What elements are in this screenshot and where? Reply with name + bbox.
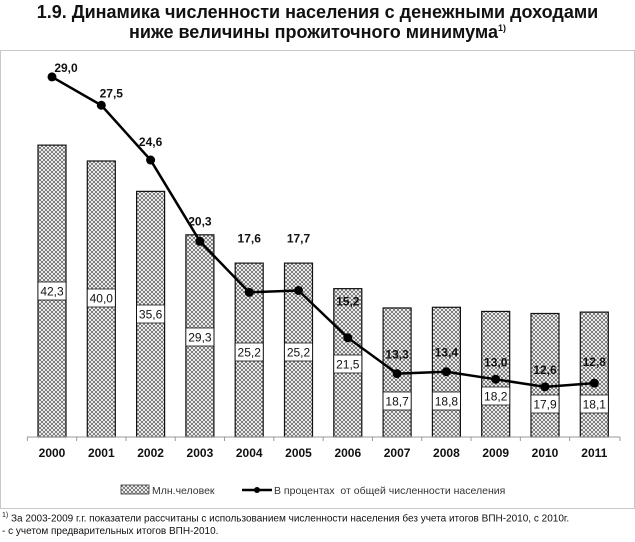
line-point-2010 (540, 382, 550, 392)
bar-value-box-2001 (86, 288, 116, 308)
bar-value-box-2008 (431, 391, 461, 411)
line-point-2011 (589, 378, 599, 388)
bar-value-box-2006 (333, 354, 363, 374)
line-value-label-2005: 17,7 (287, 231, 311, 245)
chart: 2000 2001 2002 2003 2004 2005 2006 2007 2008 2009… (26, 61, 621, 497)
footnote-line1: 1) За 2003-2009 г.г. показатели рассчита… (2, 512, 633, 524)
footnote-text: За 2003-2009 г.г. показатели рассчитаны … (8, 513, 570, 525)
line-point-2001 (96, 100, 106, 110)
bar-value-label-2000: 42,3 (40, 285, 64, 299)
title-text: ниже величины прожиточного минимума (129, 22, 498, 42)
line-point-2000 (47, 72, 57, 82)
bar-value-box-2009 (481, 386, 511, 406)
x-tick-label-2005: 2005 (285, 446, 312, 460)
legend-bar-label: Млн.человек (152, 485, 215, 497)
line-value-label-2003: 20,3 (188, 214, 212, 228)
x-tick-label-2000: 2000 (39, 446, 66, 460)
line-point-2008 (441, 367, 451, 377)
footnote-line2: - с учетом предварительных итогов ВПН-20… (2, 526, 219, 537)
chart-title-line2: ниже величины прожиточного минимума1) (0, 22, 635, 43)
bar-value-box-2005 (284, 342, 313, 362)
bar-value-label-2011: 18,1 (583, 398, 607, 412)
bar-value-box-2011 (579, 394, 609, 414)
line-point-2007 (392, 369, 402, 379)
line-point-2002 (146, 155, 156, 165)
line-value-label-2009: 13,0 (484, 355, 508, 369)
x-tick-label-2006: 2006 (334, 446, 361, 460)
bar-value-box-2000 (37, 281, 67, 301)
bar-value-box-2007 (382, 391, 412, 411)
line-value-label-2006: 15,2 (336, 295, 360, 309)
title-footnote-mark: 1) (497, 23, 506, 33)
bar-value-box-2010 (530, 394, 560, 414)
line-value-label-2004: 17,6 (238, 231, 262, 245)
line-point-2006 (343, 333, 353, 343)
footnote-mark: 1) (2, 512, 9, 519)
line-point-2005 (294, 285, 303, 295)
bar-value-label-2003: 29,3 (188, 331, 212, 345)
x-tick-label-2008: 2008 (433, 446, 460, 460)
line-value-label-2008: 13,4 (435, 346, 459, 360)
bar-value-label-2001: 40,0 (90, 292, 114, 306)
legend-line-label: В процентах от общей численности населен… (274, 485, 505, 497)
x-tick-label-2003: 2003 (187, 446, 214, 460)
bar-value-label-2010: 17,9 (533, 398, 557, 412)
bar-value-label-2002: 35,6 (139, 308, 163, 322)
x-tick-label-2001: 2001 (88, 446, 115, 460)
line-value-label-2001: 27,5 (100, 86, 124, 100)
bar-2011 (579, 311, 609, 438)
legend-bar-swatch (120, 484, 150, 495)
line-point-2009 (491, 374, 501, 384)
chart-title-line1: 1.9. Динамика численности населения с де… (36, 2, 599, 22)
legend-line-marker (254, 487, 260, 493)
x-tick-label-2007: 2007 (384, 446, 411, 460)
bar-2010 (530, 312, 560, 438)
line-point-2003 (195, 236, 205, 246)
bar-value-box-2002 (136, 304, 166, 324)
line-value-label-2010: 12,6 (533, 363, 557, 377)
line-value-label-2000: 29,0 (54, 61, 78, 75)
x-tick-label-2010: 2010 (532, 446, 559, 460)
bar-value-label-2008: 18,8 (435, 395, 459, 409)
bar-value-label-2004: 25,2 (238, 346, 262, 360)
legend: Млн.человек В процентах от общей численн… (120, 484, 505, 497)
x-tick-label-2004: 2004 (236, 446, 263, 460)
bar-value-label-2007: 18,7 (385, 395, 409, 409)
bar-value-box-2003 (185, 327, 215, 347)
bar-2009 (481, 310, 511, 438)
x-tick-label-2009: 2009 (482, 446, 509, 460)
line-value-label-2002: 24,6 (139, 135, 163, 149)
bar-value-label-2009: 18,2 (484, 390, 508, 404)
bar-value-label-2006: 21,5 (336, 358, 360, 372)
x-tick-label-2011: 2011 (581, 446, 607, 460)
bar-value-label-2005: 25,2 (287, 346, 311, 360)
x-tick-label-2002: 2002 (137, 446, 164, 460)
line-value-label-2011: 12,8 (583, 355, 607, 369)
bar-value-box-2004 (234, 342, 264, 362)
line-series (51, 75, 595, 389)
line-value-label-2007: 13,3 (385, 348, 409, 362)
line-point-2004 (244, 287, 254, 297)
